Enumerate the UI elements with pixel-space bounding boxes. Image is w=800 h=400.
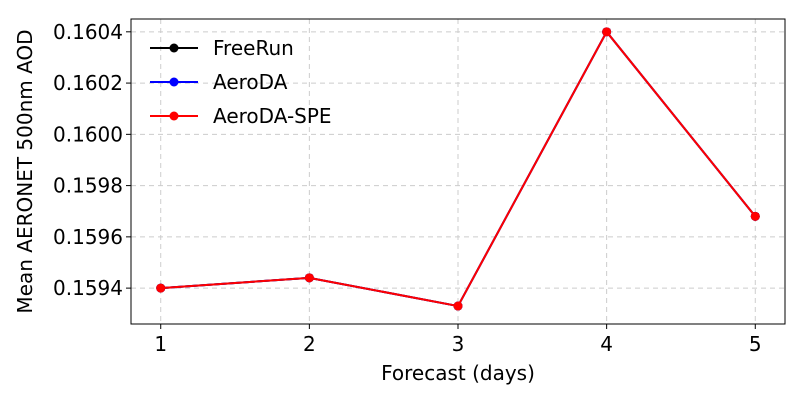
- legend-item-freerun: FreeRun: [150, 36, 294, 60]
- legend: FreeRun AeroDA AeroDA-SPE: [150, 36, 332, 128]
- legend-label: FreeRun: [213, 36, 294, 60]
- grid: [131, 19, 785, 324]
- y-axis: 0.1594 0.1596 0.1598 0.1600 0.1602 0.1604: [53, 20, 131, 300]
- x-axis-label: Forecast (days): [381, 361, 535, 385]
- legend-label: AeroDA-SPE: [213, 104, 332, 128]
- x-tick-label: 1: [154, 332, 167, 356]
- data-point-aeroda-spe: [453, 301, 463, 311]
- x-axis: 1 2 3 4 5: [154, 324, 762, 356]
- legend-item-aeroda-spe: AeroDA-SPE: [150, 104, 332, 128]
- y-tick-label: 0.1600: [53, 122, 123, 146]
- x-tick-label: 2: [303, 332, 316, 356]
- legend-marker: [169, 77, 179, 87]
- legend-item-aeroda: AeroDA: [150, 70, 288, 94]
- series-layer: [156, 27, 760, 311]
- y-tick-label: 0.1594: [53, 276, 123, 300]
- y-tick-label: 0.1604: [53, 20, 123, 44]
- y-axis-label: Mean AERONET 500nm AOD: [13, 29, 37, 313]
- y-tick-label: 0.1598: [53, 174, 123, 198]
- legend-marker: [169, 43, 179, 53]
- data-point-aeroda-spe: [156, 283, 166, 293]
- legend-label: AeroDA: [213, 70, 288, 94]
- x-tick-label: 5: [749, 332, 762, 356]
- y-tick-label: 0.1596: [53, 225, 123, 249]
- x-tick-label: 4: [600, 332, 613, 356]
- x-tick-label: 3: [452, 332, 465, 356]
- y-tick-label: 0.1602: [53, 71, 123, 95]
- legend-marker: [169, 111, 179, 121]
- data-point-aeroda-spe: [602, 27, 612, 37]
- data-point-aeroda-spe: [750, 211, 760, 221]
- data-point-aeroda-spe: [304, 273, 314, 283]
